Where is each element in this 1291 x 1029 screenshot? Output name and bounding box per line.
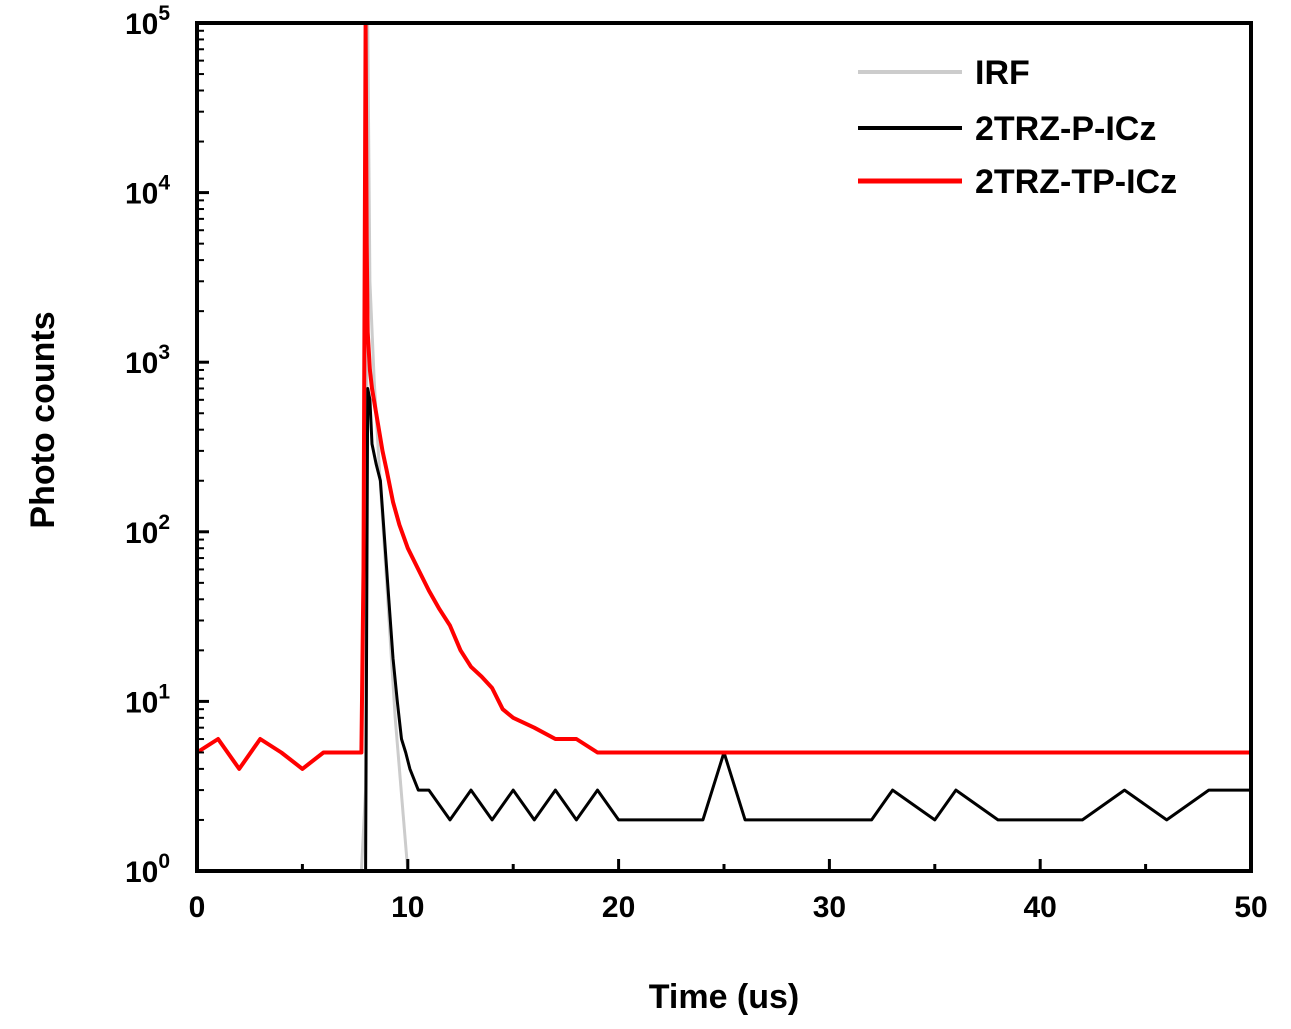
y-tick-label: 104 <box>125 172 170 211</box>
x-tick-label: 0 <box>189 891 206 924</box>
y-tick-label: 102 <box>125 511 170 550</box>
plot-frame <box>195 21 1253 873</box>
y-axis: 100 101 102 103 104 105 <box>125 2 209 889</box>
y-axis-title: Photo counts <box>24 311 62 528</box>
x-tick-label: 50 <box>1234 891 1267 924</box>
series-layer <box>197 23 1251 871</box>
legend-label-2trz-tp-icz: 2TRZ-TP-ICz <box>975 163 1177 201</box>
legend-label-irf: IRF <box>975 54 1030 92</box>
y-tick-label: 103 <box>125 341 170 380</box>
legend-label-2trz-p-icz: 2TRZ-P-ICz <box>975 110 1156 148</box>
series-line-2trz-tp-icz <box>197 23 1251 771</box>
legend: IRF 2TRZ-P-ICz 2TRZ-TP-ICz <box>858 54 1177 201</box>
x-tick-label: 30 <box>813 891 846 924</box>
y-tick-label: 105 <box>125 2 170 41</box>
x-tick-label: 10 <box>391 891 424 924</box>
x-axis-title: Time (us) <box>649 978 800 1016</box>
x-tick-label: 40 <box>1024 891 1057 924</box>
x-axis: 0 10 20 30 40 50 <box>189 859 1268 924</box>
y-tick-label: 100 <box>125 850 170 889</box>
x-tick-label: 20 <box>602 891 635 924</box>
series-line-2trz-p-icz <box>364 387 1251 871</box>
y-tick-label: 101 <box>125 680 170 719</box>
